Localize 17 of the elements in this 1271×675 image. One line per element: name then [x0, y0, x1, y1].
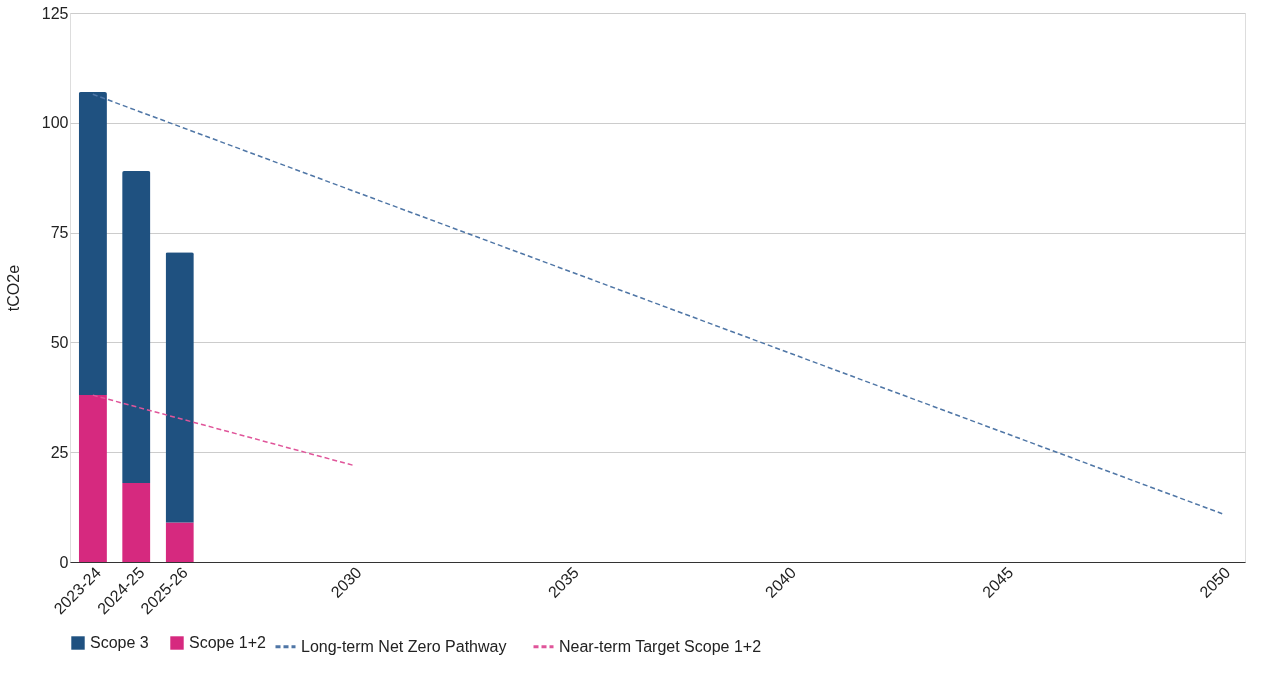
bar — [165, 252, 194, 523]
legend-label: Long-term Net Zero Pathway — [301, 637, 507, 655]
bar — [122, 171, 151, 483]
y-tick-label: 50 — [50, 333, 69, 351]
y-tick-label: 75 — [50, 224, 69, 242]
y-tick-label: 100 — [41, 114, 69, 132]
bar — [165, 522, 194, 562]
y-tick-label: 25 — [50, 443, 69, 461]
legend-label: Scope 1+2 — [189, 634, 267, 651]
y-axis-title: tCO2e — [4, 264, 22, 312]
legend-label: Scope 3 — [90, 634, 149, 651]
y-tick-label: 125 — [41, 4, 69, 22]
bar — [78, 395, 107, 562]
bar — [122, 482, 151, 562]
y-tick-label: 0 — [59, 553, 69, 571]
bar — [78, 92, 107, 396]
legend-label: Near-term Target Scope 1+2 — [559, 637, 762, 655]
